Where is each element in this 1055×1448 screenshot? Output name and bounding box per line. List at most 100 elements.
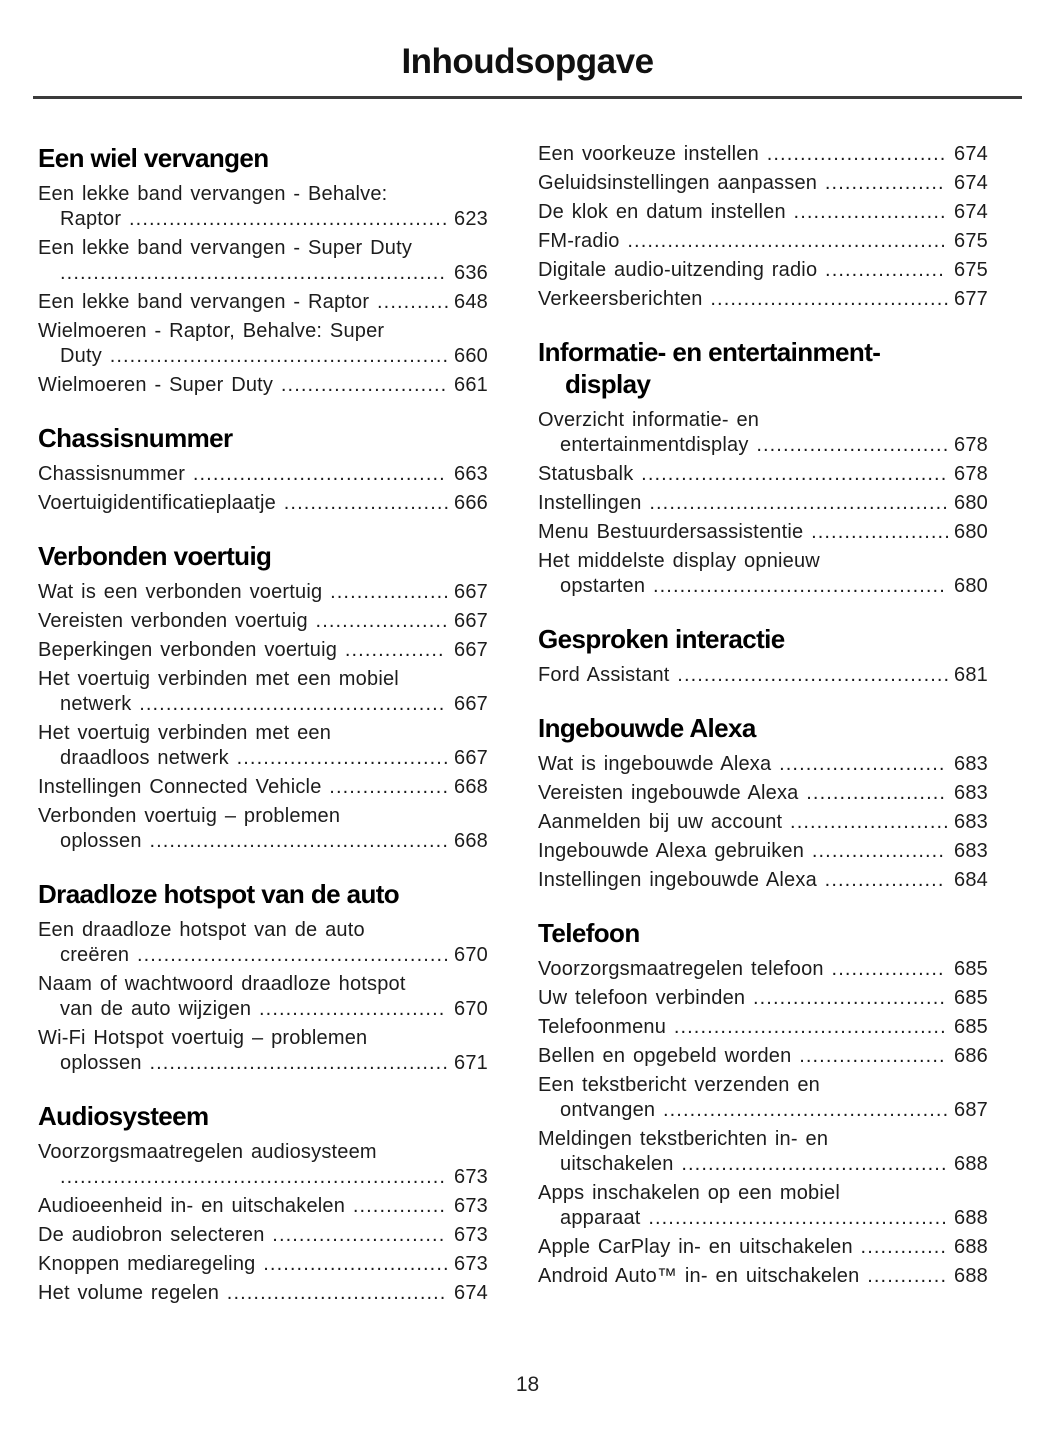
- toc-entry: De audiobron selecteren ................…: [38, 1223, 488, 1248]
- toc-entry-page: 688: [954, 1265, 988, 1287]
- toc-entry-page: 688: [954, 1236, 988, 1258]
- toc-entry: Digitale audio-uitzending radio ........…: [538, 258, 988, 283]
- dot-leader: ..................: [330, 581, 450, 603]
- toc-entry-label: Wat is een verbonden voertuig: [38, 581, 323, 603]
- dot-leader: ........................................…: [149, 1052, 449, 1074]
- toc-entry-label: Verbonden voertuig – problemen oplossen: [38, 805, 341, 852]
- toc-entry-page: 688: [954, 1153, 988, 1175]
- toc-entry: Geluidsinstellingen aanpassen ..........…: [538, 171, 988, 196]
- toc-entry-page: 673: [454, 1166, 488, 1188]
- dot-leader: ..................: [329, 776, 450, 798]
- toc-entry-page: 667: [454, 747, 488, 769]
- dot-leader: ..................: [824, 869, 945, 891]
- toc-section: Gesproken interactie Ford Assistant .....…: [538, 623, 988, 688]
- toc-entry: Telefoonmenu ...........................…: [538, 1015, 988, 1040]
- toc-entry: Meldingen tekstberichten in- en uitschak…: [538, 1127, 988, 1177]
- toc-entry-page: 677: [954, 288, 988, 310]
- toc-entry-page: 685: [954, 1016, 988, 1038]
- toc-entry-page: 685: [954, 958, 988, 980]
- toc-entry-page: 681: [954, 664, 988, 686]
- section-heading: Verbonden voertuig: [38, 541, 272, 571]
- dot-leader: ........................................…: [109, 345, 450, 367]
- toc-entry-label: Chassisnummer: [38, 463, 186, 485]
- toc-entry: Het middelste display opnieuw opstarten …: [538, 549, 988, 599]
- dot-leader: ............................: [259, 998, 446, 1020]
- toc-entry-label: Wielmoeren - Super Duty: [38, 374, 274, 396]
- dot-leader: ............................: [263, 1253, 450, 1275]
- toc-entry-page: 687: [954, 1099, 988, 1121]
- toc-entry-label: Het voertuig verbinden met een mobiel ne…: [38, 668, 399, 715]
- toc-entry-page: 667: [454, 581, 488, 603]
- toc-entry: Wielmoeren - Super Duty ................…: [38, 373, 488, 398]
- toc-entry-label: Vereisten ingebouwde Alexa: [538, 782, 799, 804]
- toc-entry: Instellingen Connected Vehicle .........…: [38, 775, 488, 800]
- toc-entry: Wielmoeren - Raptor, Behalve: Super Duty…: [38, 319, 488, 369]
- toc-entry-page: 667: [454, 693, 488, 715]
- toc-entry-label: Instellingen: [538, 492, 642, 514]
- toc-entry-label: Digitale audio-uitzending radio: [538, 259, 818, 281]
- toc-entry-page: 678: [954, 463, 988, 485]
- toc-entry-page: 674: [954, 172, 988, 194]
- toc-entry-page: 670: [454, 998, 488, 1020]
- toc-entry-label: Het voertuig verbinden met een draadloos…: [38, 722, 332, 769]
- toc-entry: Voorzorgsmaatregelen audiosysteem ......…: [38, 1140, 488, 1190]
- toc-entry: Het voertuig verbinden met een mobiel ne…: [38, 667, 488, 717]
- dot-leader: ........................................: [681, 1153, 948, 1175]
- toc-entry-label: Een lekke band vervangen - Behalve: Rapt…: [38, 183, 388, 230]
- toc-columns: Een wiel vervangen Een lekke band vervang…: [38, 142, 988, 1310]
- toc-entry-page: 663: [454, 463, 488, 485]
- toc-entry-label: Voorzorgsmaatregelen audiosysteem: [38, 1141, 377, 1163]
- toc-entry: Apple CarPlay in- en uitschakelen ......…: [538, 1235, 988, 1260]
- dot-leader: ............: [867, 1265, 948, 1287]
- toc-entry-page: 678: [954, 434, 988, 456]
- dot-leader: ........................................…: [627, 230, 947, 252]
- toc-entry-label: De klok en datum instellen: [538, 201, 786, 223]
- toc-entry: FM-radio ...............................…: [538, 229, 988, 254]
- toc-entry: Uw telefoon verbinden ..................…: [538, 986, 988, 1011]
- dot-leader: .........................: [779, 753, 946, 775]
- dot-leader: .......................: [793, 201, 947, 223]
- toc-entry-label: Voorzorgsmaatregelen telefoon: [538, 958, 824, 980]
- dot-leader: ................................: [236, 747, 450, 769]
- toc-entry-page: 670: [454, 944, 488, 966]
- dot-leader: ........................................…: [60, 1166, 447, 1188]
- dot-leader: .................................: [226, 1282, 447, 1304]
- toc-entry: Audioeenheid in- en uitschakelen .......…: [38, 1194, 488, 1219]
- toc-entry-page: 673: [454, 1253, 488, 1275]
- toc-entry: Aanmelden bij uw account ...............…: [538, 810, 988, 835]
- dot-leader: ........................................…: [641, 463, 948, 485]
- toc-entry-label: Apps inschakelen op een mobiel apparaat: [538, 1182, 840, 1229]
- toc-entry-label: Naam of wachtwoord draadloze hotspot van…: [38, 973, 406, 1020]
- toc-entry-page: 683: [954, 811, 988, 833]
- toc-entry: Het voertuig verbinden met een draadloos…: [38, 721, 488, 771]
- toc-entry-page: 674: [954, 201, 988, 223]
- toc-entry-page: 675: [954, 259, 988, 281]
- toc-entry-page: 660: [454, 345, 488, 367]
- dot-leader: .........................: [280, 374, 448, 396]
- toc-entry-page: 673: [454, 1224, 488, 1246]
- toc-entry: Een lekke band vervangen - Raptor ......…: [38, 290, 488, 315]
- toc-entry: Statusbalk .............................…: [538, 462, 988, 487]
- toc-entry: Chassisnummer ..........................…: [38, 462, 488, 487]
- dot-leader: ........................................…: [662, 1099, 950, 1121]
- toc-entry-label: Aanmelden bij uw account: [538, 811, 783, 833]
- toc-column-left: Een wiel vervangen Een lekke band vervang…: [38, 142, 488, 1310]
- dot-leader: ......................................: [192, 463, 446, 485]
- toc-entry: Knoppen mediaregeling ..................…: [38, 1252, 488, 1277]
- dot-leader: .............................: [752, 987, 947, 1009]
- toc-entry-label: Overzicht informatie- en entertainmentdi…: [538, 409, 760, 456]
- toc-entry-label: Een draadloze hotspot van de auto creëre…: [38, 919, 365, 966]
- toc-entry-label: Meldingen tekstberichten in- en uitschak…: [538, 1128, 829, 1175]
- toc-entry-page: 686: [954, 1045, 988, 1067]
- toc-entry-page: 683: [954, 753, 988, 775]
- toc-section: Ingebouwde Alexa Wat is ingebouwde Alexa …: [538, 712, 988, 893]
- dot-leader: ........................................…: [649, 492, 949, 514]
- dot-leader: ........................................…: [673, 1016, 947, 1038]
- toc-entry-label: Het middelste display opnieuw opstarten: [538, 550, 820, 597]
- toc-column-right: Een voorkeuze instellen ................…: [538, 142, 988, 1310]
- section-heading: Draadloze hotspot van de auto: [38, 879, 400, 909]
- toc-section: Draadloze hotspot van de auto Een draadlo…: [38, 878, 488, 1076]
- dot-leader: ........................................…: [129, 208, 449, 230]
- dot-leader: ........................: [790, 811, 950, 833]
